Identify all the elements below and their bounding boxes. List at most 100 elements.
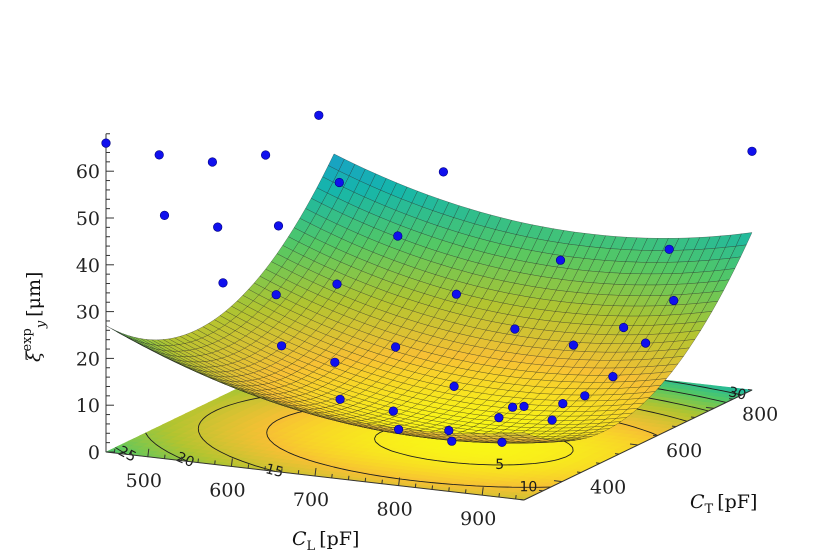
y-tick-mark (595, 462, 601, 464)
y-tick-mark (553, 480, 563, 483)
x-tick-mark (515, 494, 517, 500)
measured-point (332, 279, 342, 289)
measured-point (507, 402, 518, 412)
y-axis-label: CT [pF] (690, 491, 757, 517)
x-axis: 500 600 700 800 900 (105, 448, 525, 530)
axis-labels: CL [pF] CT [pF] ξexpy[μm] (20, 272, 757, 554)
measured-point (497, 437, 507, 447)
measured-point (747, 146, 757, 156)
x-tick-mark (314, 467, 317, 477)
measured-point (494, 413, 504, 423)
measured-point (330, 357, 340, 367)
x-tick-mark (364, 477, 367, 482)
x-tick-mark (281, 468, 283, 473)
measured-point (334, 177, 344, 188)
measured-point (314, 110, 324, 120)
contour-label-5: 5 (495, 457, 504, 473)
y-axis: 400 600 800 (519, 389, 778, 501)
x-axis-label: CL [pF] (292, 528, 359, 554)
measured-point (444, 425, 454, 436)
x-tick-mark (347, 475, 350, 480)
x-tick-label: 900 (460, 508, 496, 530)
x-tick-mark (264, 466, 266, 471)
x-tick-mark (180, 456, 183, 461)
measured-point (391, 342, 401, 352)
measured-point (273, 221, 284, 231)
measured-point (451, 289, 462, 299)
x-tick-label: 700 (293, 489, 329, 511)
z-tick-label: 0 (88, 442, 100, 464)
measured-point (388, 406, 398, 416)
surface-mesh (105, 153, 753, 444)
contour-label-20: 20 (174, 449, 197, 471)
measured-point (271, 290, 281, 300)
measured-point (438, 167, 449, 177)
surface-facet (513, 432, 530, 436)
y-tick-mark (652, 434, 658, 437)
measured-point (101, 138, 111, 148)
x-tick-label: 600 (209, 479, 245, 501)
measured-point (449, 381, 459, 392)
measured-point (393, 231, 403, 241)
x-tick-label: 500 (126, 470, 162, 492)
y-tick-mark (705, 406, 715, 409)
x-tick-label: 800 (376, 499, 412, 521)
z-tick-label: 60 (76, 161, 100, 183)
measured-point (335, 394, 345, 404)
y-tick-mark (614, 453, 620, 455)
measured-point (213, 222, 223, 232)
x-tick-mark (481, 487, 484, 496)
x-tick-mark (164, 454, 166, 459)
x-tick-mark (147, 448, 150, 457)
measured-points (101, 110, 757, 447)
x-tick-mark (297, 470, 300, 475)
measured-point (555, 255, 566, 265)
y-tick-label: 400 (590, 477, 626, 499)
measured-point (640, 338, 651, 348)
x-tick-mark (381, 479, 383, 484)
z-tick-label: 50 (76, 208, 100, 230)
x-tick-mark (414, 483, 417, 488)
z-tick-label: 10 (76, 395, 100, 417)
measured-point (547, 415, 557, 425)
measured-point (669, 295, 679, 306)
x-tick-mark (113, 448, 116, 454)
z-axis-label: ξexpy[μm] (20, 272, 49, 362)
z-tick-label: 30 (76, 302, 100, 324)
measured-point (154, 150, 164, 160)
y-tick-mark (690, 416, 696, 418)
z-tick-label: 40 (76, 255, 100, 277)
measured-point (218, 278, 228, 288)
measured-point (510, 324, 520, 334)
y-tick-mark (747, 389, 753, 391)
measured-point (207, 157, 217, 167)
y-tick-label: 800 (742, 403, 778, 425)
x-tick-mark (398, 477, 401, 486)
measured-point (568, 340, 579, 350)
y-tick-mark (538, 489, 544, 492)
measured-point (618, 322, 629, 333)
y-tick-mark (519, 499, 525, 501)
measured-point (447, 436, 457, 446)
x-tick-mark (464, 489, 467, 494)
measured-point (261, 150, 271, 160)
measured-point (580, 391, 590, 401)
y-tick-mark (629, 443, 639, 446)
x-tick-mark (448, 487, 450, 492)
y-tick-mark (576, 471, 582, 473)
x-tick-mark (498, 493, 500, 498)
measured-point (277, 341, 287, 351)
measured-point (608, 372, 618, 382)
measured-point (558, 399, 568, 409)
x-tick-mark (331, 473, 333, 478)
x-tick-mark (130, 450, 133, 455)
measured-point (394, 424, 404, 435)
x-tick-mark (230, 458, 233, 467)
contour-label-10: 10 (519, 479, 537, 495)
measured-point (664, 244, 674, 254)
z-tick-label: 20 (76, 348, 100, 370)
measured-point (519, 401, 529, 412)
y-tick-mark (728, 398, 734, 400)
x-tick-mark (197, 458, 199, 463)
